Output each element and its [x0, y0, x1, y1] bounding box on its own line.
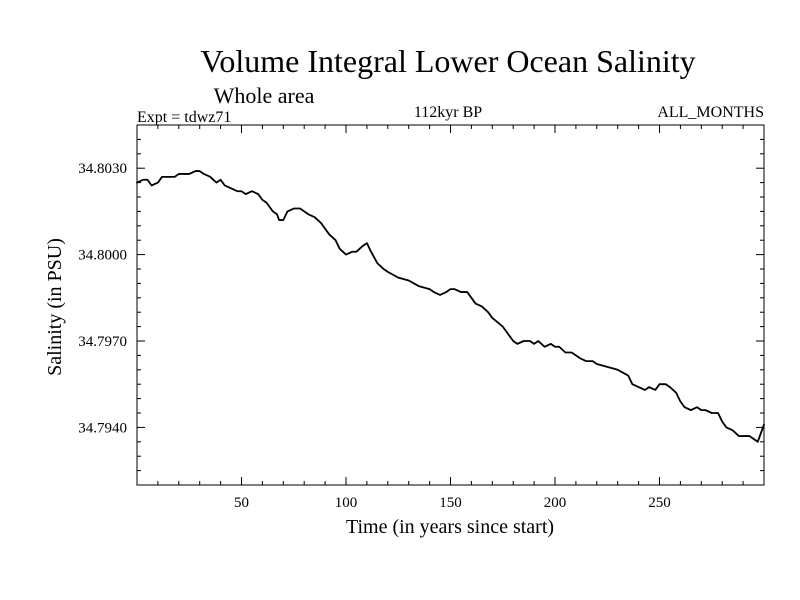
x-axis: 50 100 150 200 250 [157, 125, 744, 511]
x-tick-label: 200 [544, 495, 567, 511]
y-tick-label: 34.7940 [78, 420, 127, 436]
series-lines [136, 170, 765, 443]
x-axis-label: Time (in years since start) [346, 516, 554, 538]
x-tick-label: 250 [648, 495, 671, 511]
y-tick-label: 34.7970 [78, 334, 127, 350]
experiment-label: Expt = tdwz71 [137, 109, 231, 126]
y-axis-label: Salinity (in PSU) [44, 238, 66, 376]
y-tick-label: 34.8030 [78, 161, 127, 177]
y-tick-label: 34.8000 [78, 248, 127, 264]
y-axis: 34.8030 34.8000 34.7970 34.7940 [78, 124, 764, 486]
chart-title: Volume Integral Lower Ocean Salinity [200, 43, 695, 79]
salinity-series-line [136, 170, 765, 443]
x-tick-label: 150 [439, 495, 462, 511]
months-label: ALL_MONTHS [657, 104, 764, 121]
period-label: 112kyr BP [414, 104, 482, 121]
x-tick-label: 100 [335, 495, 358, 511]
chart-subtitle: Whole area [214, 83, 315, 108]
x-tick-label: 50 [234, 495, 249, 511]
